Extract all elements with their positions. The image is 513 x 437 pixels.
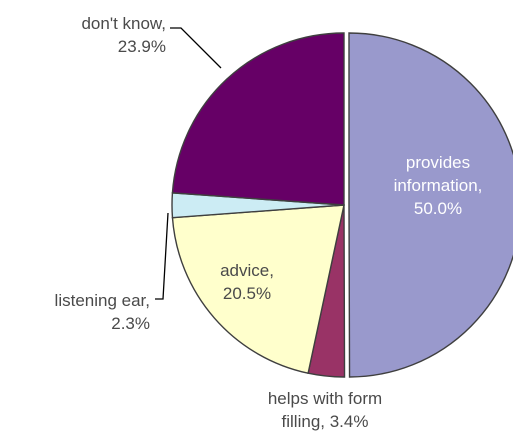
- data-label-line: 23.9%: [118, 37, 166, 56]
- data-label-line: listening ear,: [55, 291, 150, 310]
- data-label-line: 2.3%: [111, 314, 150, 333]
- leader-line-listening-ear: [155, 212, 169, 300]
- data-label-advice: advice, 20.5%: [220, 261, 274, 303]
- data-label-line: advice,: [220, 261, 274, 280]
- data-label-listening-ear: listening ear, 2.3%: [55, 291, 150, 333]
- data-label-line: helps with form: [268, 389, 382, 408]
- pie-slice-advice: [171, 204, 345, 375]
- data-label-line: information,: [394, 176, 483, 195]
- pie-slice-provides-information: [348, 32, 513, 378]
- data-label-line: don't know,: [81, 14, 166, 33]
- data-label-line: 50.0%: [414, 199, 462, 218]
- data-label-line: filling, 3.4%: [282, 412, 369, 431]
- pie-labels: provides information, 50.0% helps with form…: [55, 14, 483, 431]
- data-label-dont-know: don't know, 23.9%: [81, 14, 166, 56]
- data-label-provides-information: provides information, 50.0%: [394, 153, 483, 218]
- pie-slice-dont-know: [171, 32, 345, 206]
- data-label-line: 20.5%: [223, 284, 271, 303]
- data-label-line: provides: [406, 153, 470, 172]
- pie-slices: [171, 32, 513, 378]
- data-label-helps-with-form-filling: helps with form filling, 3.4%: [268, 389, 382, 431]
- leader-line-dont-know: [170, 27, 222, 69]
